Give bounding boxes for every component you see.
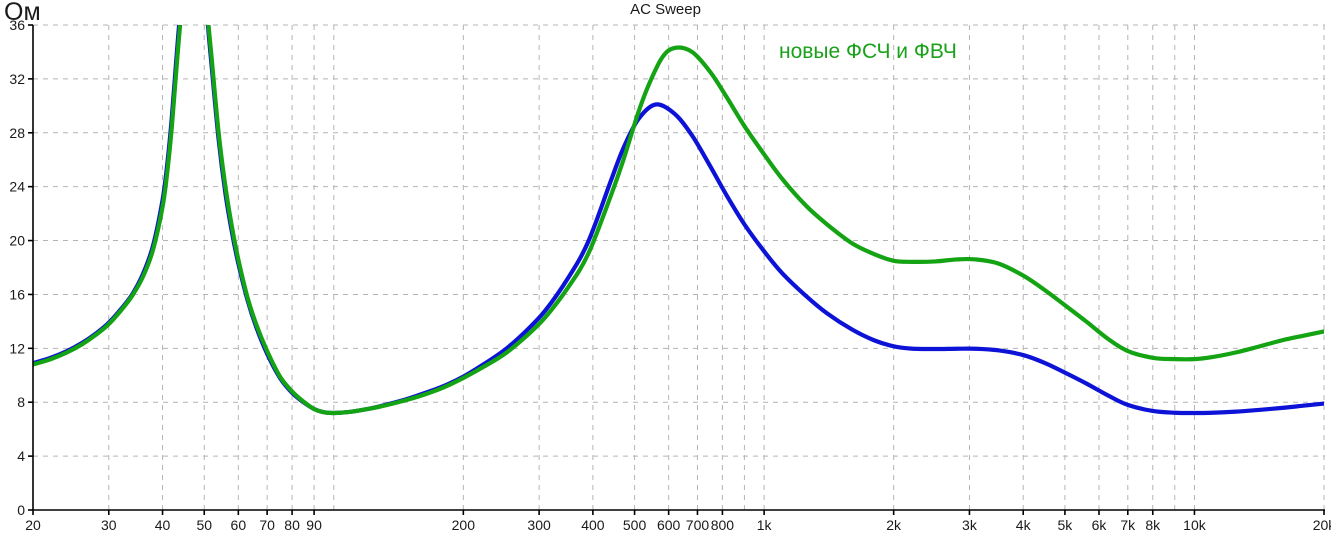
x-tick-label: 800 [711,517,735,533]
y-tick-label: 4 [17,448,25,464]
x-tick-label: 90 [306,517,322,533]
x-tick-label: 6k [1092,517,1108,533]
x-tick-label: 500 [623,517,647,533]
y-gridlines [33,24,1325,457]
x-tick-label: 3k [962,517,978,533]
x-tick-label: 80 [284,517,300,533]
x-tick-label: 300 [527,517,551,533]
x-tick-label: 200 [452,517,476,533]
x-tick-label: 5k [1058,517,1074,533]
y-tick-label: 32 [9,71,25,87]
y-tick-label: 28 [9,125,25,141]
y-axis-unit-label: Ом [4,0,41,26]
x-tick-labels: 20 30 40 50 60 70 80 90 200 300 400 500 600 700 800 1k 2… [25,510,1331,533]
x-tick-label: 8k [1145,517,1161,533]
annotation-new-filters: новые ФСЧ и ФВЧ [779,40,957,63]
series-layer [33,25,1324,416]
x-tick-label: 600 [657,517,681,533]
chart-title: AC Sweep [630,1,701,18]
y-tick-label: 24 [9,179,25,195]
x-tick-label: 20 [25,517,41,533]
series-green-trace [33,25,1324,416]
x-tick-label: 30 [101,517,117,533]
x-tick-label: 10k [1183,517,1207,533]
y-tick-label: 36 [9,17,25,33]
x-tick-label: 50 [196,517,212,533]
y-tick-label: 8 [17,394,25,410]
x-tick-label: 4k [1016,517,1032,533]
x-gridlines [108,25,1325,510]
y-tick-labels: 0 4 8 12 16 20 24 28 32 36 [9,17,33,518]
x-tick-label: 40 [155,517,171,533]
x-tick-label: 60 [231,517,247,533]
y-tick-label: 16 [9,286,25,302]
axis-lines [32,25,1325,511]
x-tick-label: 20k [1313,517,1331,533]
y-tick-label: 20 [9,233,25,249]
x-tick-label: 2k [886,517,902,533]
x-tick-label: 7k [1120,517,1136,533]
x-tick-label: 400 [581,517,605,533]
x-tick-label: 700 [686,517,710,533]
y-tick-label: 0 [17,502,25,518]
y-tick-label: 12 [9,340,25,356]
x-tick-label: 1k [757,517,773,533]
x-tick-label: 70 [259,517,275,533]
